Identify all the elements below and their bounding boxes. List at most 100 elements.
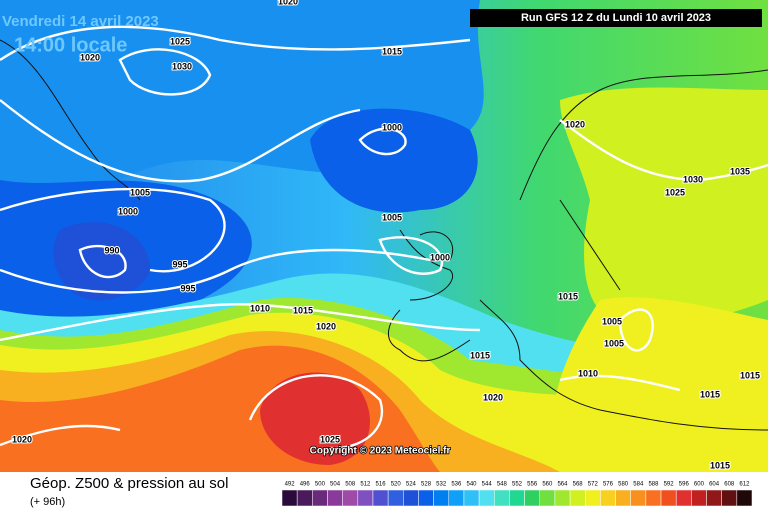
- scale-label: 600: [694, 482, 705, 488]
- scale-label: 540: [467, 482, 478, 488]
- scale-swatch: [706, 489, 722, 507]
- scale-swatch: [312, 489, 328, 507]
- scale-swatch: [418, 489, 434, 507]
- isobar-label: 1005: [604, 338, 624, 348]
- scale-label: 548: [497, 482, 508, 488]
- scale-label: 564: [557, 482, 568, 488]
- isobar-label: 1020: [80, 52, 100, 62]
- scale-swatch: [569, 489, 586, 507]
- isobar-label: 1015: [710, 460, 730, 470]
- scale-swatch: [448, 489, 465, 507]
- scale-label: 572: [588, 482, 599, 488]
- scale-label: 544: [482, 482, 493, 488]
- scale-swatch: [630, 489, 647, 507]
- forecast-time: 14:00 locale: [14, 34, 127, 56]
- scale-label: 496: [300, 482, 311, 488]
- scale-swatch: [524, 489, 540, 507]
- isobar-label: 1025: [170, 36, 190, 46]
- scale-label: 604: [709, 482, 720, 488]
- copyright: Copyright © 2023 Meteociel.fr: [310, 446, 451, 457]
- scale-label: 520: [391, 482, 402, 488]
- scale-swatch: [372, 489, 389, 507]
- scale-label: 612: [739, 482, 750, 488]
- isobar-label: 1020: [12, 434, 32, 444]
- scale-label: 608: [724, 482, 735, 488]
- scale-swatch: [721, 489, 738, 507]
- isobar-label: 1025: [665, 187, 685, 197]
- scale-swatch: [357, 489, 374, 507]
- isobar-label: 1020: [565, 119, 585, 129]
- scale-label: 560: [542, 482, 553, 488]
- isobar-label: 1005: [602, 316, 622, 326]
- isobar-label: 1035: [730, 166, 750, 176]
- coastlines: [0, 39, 768, 431]
- isobar-label: 1020: [483, 392, 503, 402]
- isobar-label: 1005: [382, 212, 402, 222]
- scale-label: 576: [603, 482, 614, 488]
- isobar-label: 1015: [558, 291, 578, 301]
- scale-swatch: [509, 489, 525, 507]
- scale-label: 508: [345, 482, 356, 488]
- scale-swatch: [281, 489, 298, 507]
- scale-swatch: [554, 489, 571, 507]
- scale-swatch: [584, 489, 601, 507]
- scale-label: 568: [573, 482, 584, 488]
- isobar-label: 1015: [700, 389, 720, 399]
- run-box: [470, 9, 762, 27]
- scale-label: 504: [330, 482, 341, 488]
- scale-label: 532: [436, 482, 447, 488]
- scale-label: 596: [679, 482, 690, 488]
- isobar-label: 1010: [250, 303, 270, 313]
- scale-swatch: [494, 489, 510, 507]
- isobar-label: 990: [104, 245, 119, 255]
- isobar-label: 1020: [316, 321, 336, 331]
- scale-swatch: [463, 489, 480, 507]
- scale-label: 536: [451, 482, 462, 488]
- legend-range: (+ 96h): [30, 496, 65, 508]
- scale-swatch: [403, 489, 419, 507]
- scale-label: 492: [285, 482, 296, 488]
- isobar-label: 1010: [578, 368, 598, 378]
- color-scale: 492 496 500 504 508 512 516 520 524 528 532 536 540 5…: [281, 482, 753, 507]
- scale-label: 528: [421, 482, 432, 488]
- scale-label: 556: [527, 482, 538, 488]
- isobar-label: 995: [172, 259, 187, 269]
- scale-swatch: [645, 489, 662, 507]
- scale-swatch: [660, 489, 677, 507]
- isobar-label: 1000: [382, 122, 402, 132]
- isobar-label: 1015: [382, 46, 402, 56]
- scale-label: 584: [633, 482, 644, 488]
- run-info: Run GFS 12 Z du Lundi 10 avril 2023: [521, 12, 711, 24]
- isobar-label: 1015: [470, 350, 490, 360]
- isobar-label: 1015: [740, 370, 760, 380]
- scale-swatch: [342, 489, 359, 507]
- isobars: [0, 25, 768, 450]
- scale-swatch: [387, 489, 404, 507]
- scale-swatch: [327, 489, 343, 507]
- isobar-label: 1030: [172, 61, 192, 71]
- scale-label: 500: [315, 482, 326, 488]
- map-background: [0, 0, 768, 472]
- scale-swatch: [478, 489, 495, 507]
- isobar-label: 995: [180, 283, 195, 293]
- isobar-label: 1015: [293, 305, 313, 315]
- scale-swatch: [615, 489, 631, 507]
- scale-label: 580: [618, 482, 629, 488]
- scale-label: 552: [512, 482, 523, 488]
- scale-swatch: [433, 489, 450, 507]
- scale-swatch: [736, 489, 753, 507]
- scale-swatch: [691, 489, 707, 507]
- scale-label: 524: [406, 482, 417, 488]
- scale-swatch: [600, 489, 616, 507]
- forecast-date: Vendredi 14 avril 2023: [2, 13, 159, 30]
- isobar-label: 1030: [683, 174, 703, 184]
- scale-label: 516: [376, 482, 387, 488]
- scale-label: 592: [664, 482, 675, 488]
- isobar-label: 1025: [320, 434, 340, 444]
- isobar-labels: 1020 1025 1020 1030 1015 1020 1000 1005 …: [11, 0, 761, 471]
- scale-swatch: [675, 489, 692, 507]
- isobar-label: 1000: [430, 252, 450, 262]
- isobar-label: 1020: [278, 0, 298, 6]
- scale-swatch: [296, 489, 313, 507]
